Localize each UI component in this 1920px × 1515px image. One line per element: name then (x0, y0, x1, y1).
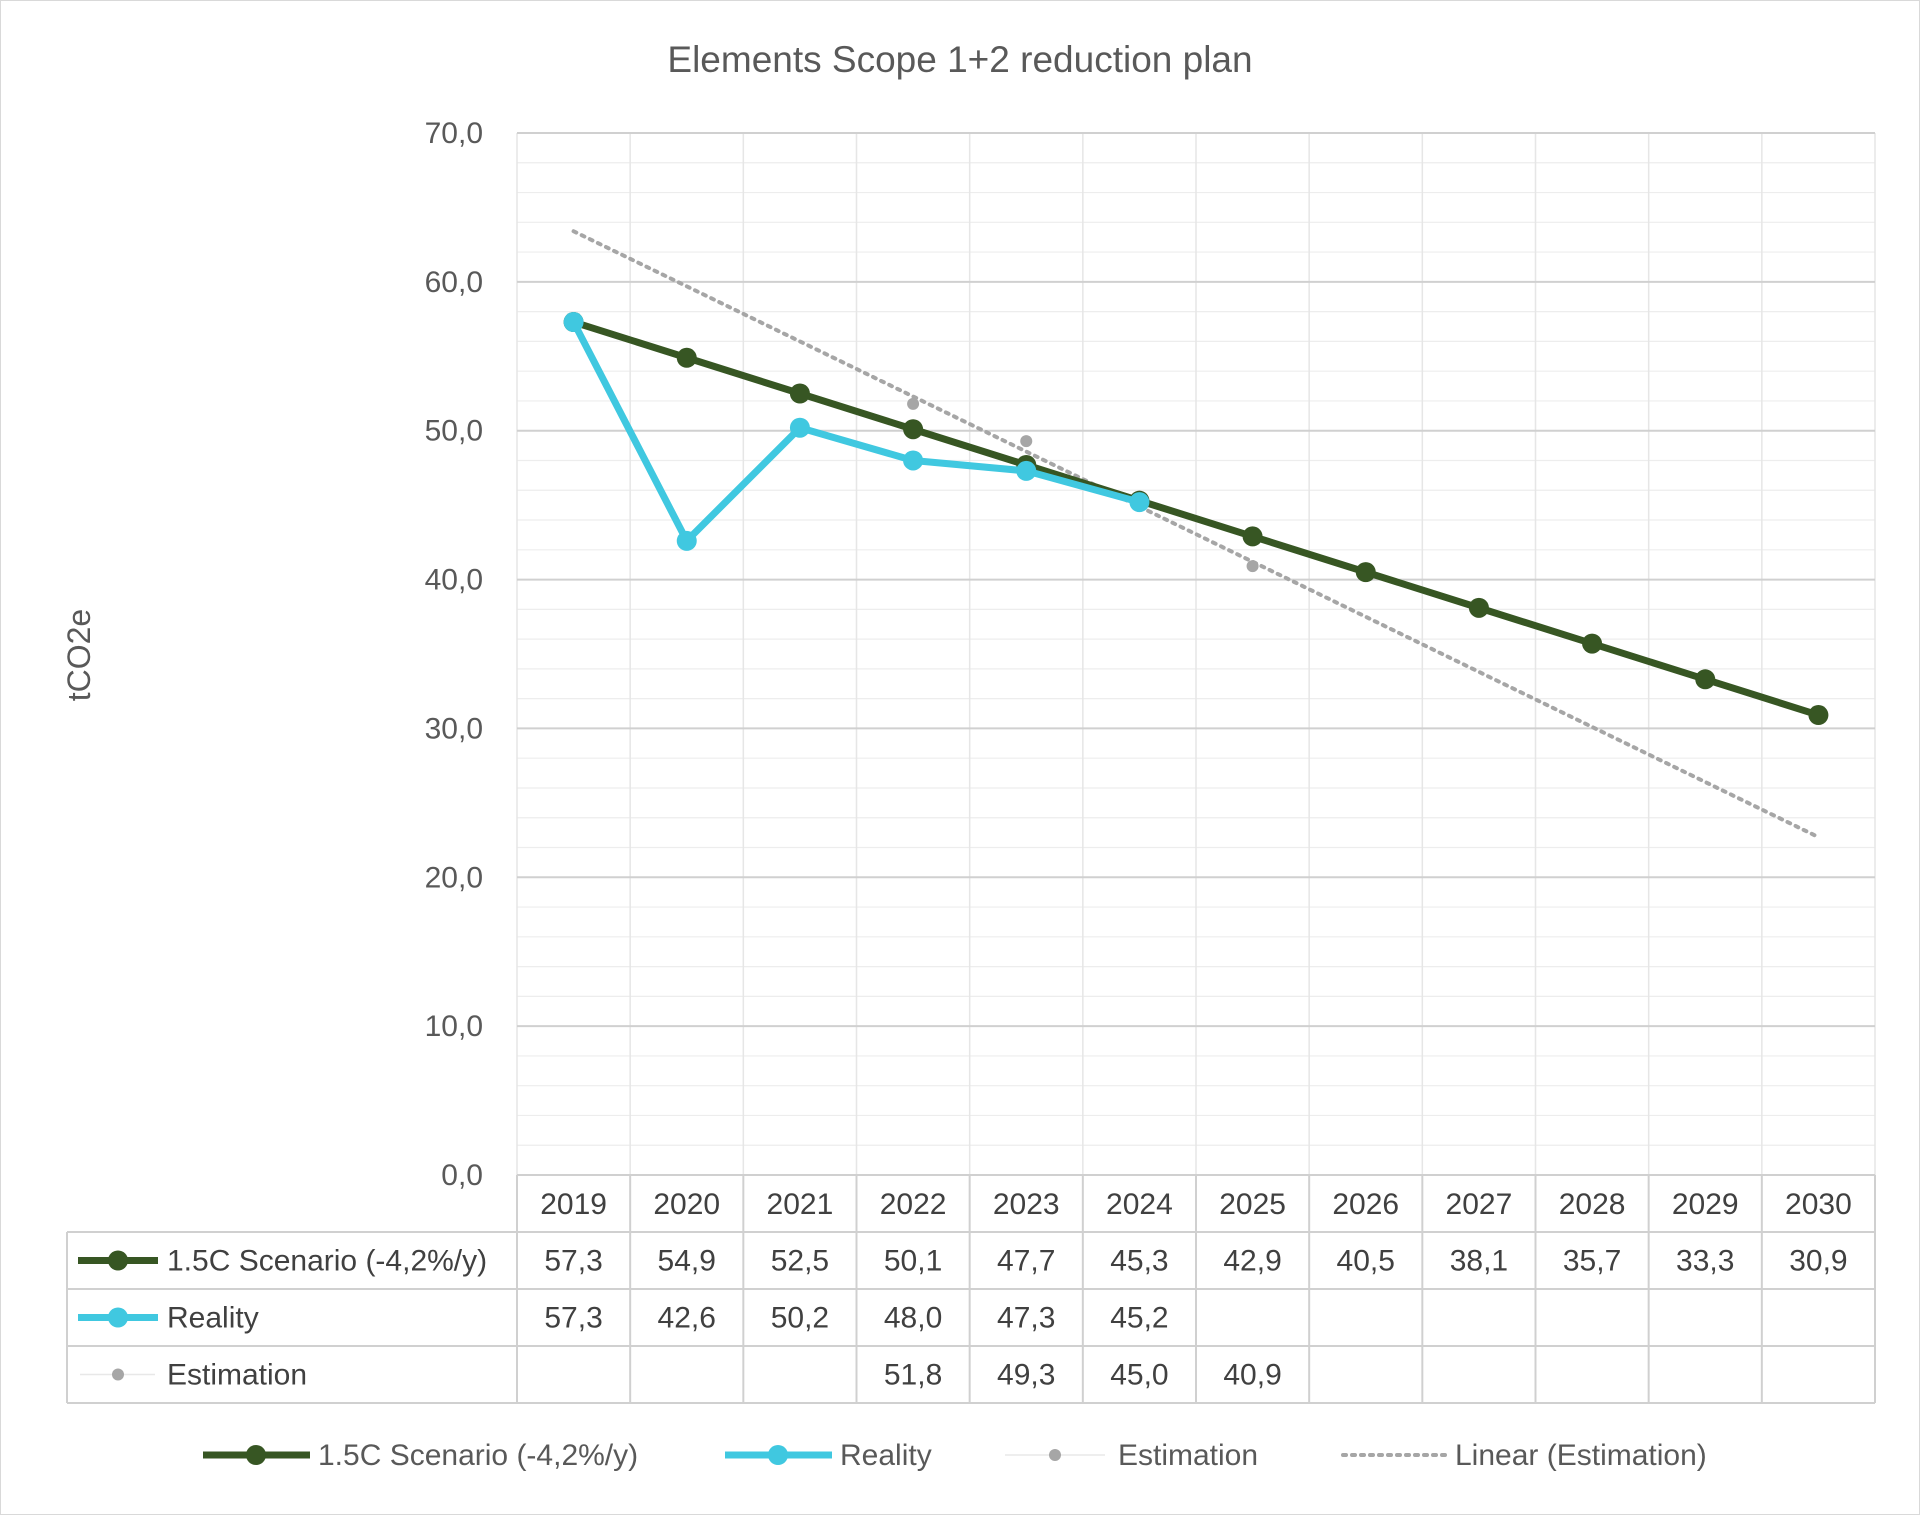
data-label: 33,3 (1676, 1245, 1734, 1278)
y-axis-label: tCO2e (61, 609, 97, 701)
x-tick-label: 2025 (1219, 1188, 1286, 1221)
trendline (571, 229, 1821, 840)
table-row-label: Estimation (167, 1359, 307, 1392)
data-label: 47,7 (997, 1245, 1055, 1278)
x-tick-label: 2026 (1332, 1188, 1399, 1221)
data-label: 47,3 (997, 1302, 1055, 1335)
y-tick-label: 20,0 (425, 861, 483, 894)
scenario-point (1582, 633, 1603, 654)
legend-label-scenario: 1.5C Scenario (-4,2%/y) (318, 1439, 638, 1472)
data-label: 38,1 (1450, 1245, 1508, 1278)
y-axis-ticks: 0,0 10,0 20,0 30,0 40,0 50,0 60,0 70,0 (425, 117, 483, 1192)
x-tick-label: 2021 (767, 1188, 834, 1221)
scenario-point (1468, 597, 1489, 618)
data-label: 50,2 (771, 1302, 829, 1335)
data-label: 40,5 (1337, 1245, 1395, 1278)
data-label: 42,9 (1223, 1245, 1281, 1278)
y-tick-label: 10,0 (425, 1010, 483, 1043)
legend-label-reality: Reality (840, 1439, 932, 1472)
x-tick-label: 2029 (1672, 1188, 1739, 1221)
y-tick-label: 70,0 (425, 117, 483, 150)
estimation-point (1020, 435, 1033, 448)
y-tick-label: 0,0 (441, 1159, 483, 1192)
table-row-label: 1.5C Scenario (-4,2%/y) (167, 1245, 487, 1278)
legend-key-scenario-marker (246, 1445, 266, 1465)
reality-point (789, 417, 810, 438)
reality-point (1016, 460, 1037, 481)
reality-point (1129, 492, 1150, 513)
table-legend-key-marker (112, 1368, 124, 1381)
series-group (563, 312, 1829, 726)
data-label: 57,3 (544, 1302, 602, 1335)
y-tick-label: 60,0 (425, 266, 483, 299)
scenario-point (676, 347, 697, 368)
chart-title: Elements Scope 1+2 reduction plan (667, 39, 1252, 80)
table-row-label: Reality (167, 1302, 259, 1335)
data-label: 45,3 (1110, 1245, 1168, 1278)
data-label: 42,6 (658, 1302, 716, 1335)
legend-label-estimation: Estimation (1118, 1439, 1258, 1472)
scenario-point (1242, 526, 1263, 547)
reality-point (563, 312, 584, 333)
x-tick-label: 2022 (880, 1188, 947, 1221)
reality-point (903, 450, 924, 471)
legend-key-reality-marker (768, 1445, 788, 1465)
data-table: 2019 2020 2021 2022 2023 2024 2025 2026 2027 2028… (66, 1174, 1876, 1404)
y-tick-label: 30,0 (425, 712, 483, 745)
scenario-point (1355, 562, 1376, 583)
data-label: 52,5 (771, 1245, 829, 1278)
data-label: 40,9 (1223, 1359, 1281, 1392)
x-tick-label: 2019 (540, 1188, 607, 1221)
estimation-point (907, 397, 920, 410)
table-legend-key-marker (108, 1307, 128, 1328)
trendline-group (571, 229, 1821, 840)
x-tick-label: 2024 (1106, 1188, 1173, 1221)
legend-key-estimation-marker (1049, 1449, 1061, 1461)
x-tick-label: 2030 (1785, 1188, 1852, 1221)
scenario-point (903, 419, 924, 440)
reality-line (570, 320, 1141, 545)
legend-label-trendline: Linear (Estimation) (1455, 1439, 1707, 1472)
x-tick-label: 2020 (653, 1188, 720, 1221)
grid (516, 132, 1876, 1176)
reality-point (676, 530, 697, 551)
scenario-point (1808, 705, 1829, 726)
scenario-line (572, 318, 1820, 719)
data-label: 50,1 (884, 1245, 942, 1278)
y-tick-label: 50,0 (425, 415, 483, 448)
x-tick-label: 2028 (1559, 1188, 1626, 1221)
x-tick-label: 2027 (1446, 1188, 1513, 1221)
scenario-point (789, 383, 810, 404)
data-label: 35,7 (1563, 1245, 1621, 1278)
y-tick-label: 40,0 (425, 564, 483, 597)
scenario-point (1695, 669, 1716, 690)
data-label: 45,2 (1110, 1302, 1168, 1335)
table-legend-key-marker (108, 1250, 128, 1271)
data-label: 49,3 (997, 1359, 1055, 1392)
data-label: 48,0 (884, 1302, 942, 1335)
data-label: 30,9 (1789, 1245, 1847, 1278)
estimation-point (1246, 560, 1259, 573)
legend: 1.5C Scenario (-4,2%/y) Reality Estimation… (203, 1439, 1707, 1472)
data-label: 51,8 (884, 1359, 942, 1392)
data-label: 45,0 (1110, 1359, 1168, 1392)
data-label: 54,9 (658, 1245, 716, 1278)
data-label: 57,3 (544, 1245, 602, 1278)
x-tick-label: 2023 (993, 1188, 1060, 1221)
